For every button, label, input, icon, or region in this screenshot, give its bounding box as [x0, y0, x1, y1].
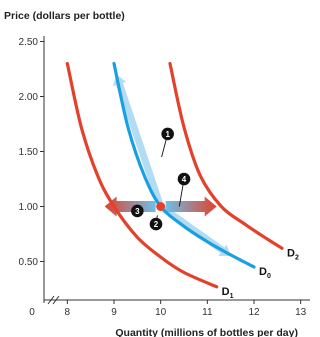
curve-label-subscript: 2 [295, 254, 299, 261]
x-tick-label: 9 [111, 307, 117, 318]
y-tick-label: 2.50 [19, 37, 39, 48]
demand-curves [65, 61, 284, 289]
x-axis-title: Quantity (millions of bottles per day) [115, 327, 298, 337]
axis-break-mark [47, 295, 55, 305]
axis-break-mark [52, 295, 60, 305]
x-tick-label: 11 [202, 307, 213, 318]
movement-along-curve-arrow [161, 205, 231, 256]
x-tick-label: 12 [248, 307, 260, 318]
x-tick-label: 10 [155, 307, 167, 318]
axes: 0.501.001.502.002.500 8 9 10 11 12 13 [19, 36, 310, 318]
curve-d2 [168, 61, 284, 250]
equilibrium-layer [156, 202, 166, 211]
step-badge-number: 3 [135, 207, 140, 216]
curve-d1 [65, 61, 219, 289]
y-tick-label: 1.50 [19, 147, 39, 158]
step-badge-number: 2 [154, 220, 159, 229]
step-badges: 1 2 3 4 [131, 127, 191, 231]
step-badge [161, 127, 174, 141]
x-tick-label: 8 [65, 307, 71, 318]
shift-right-arrow [165, 196, 217, 217]
y-tick-label: 1.00 [19, 202, 39, 213]
equilibrium-point [156, 202, 166, 211]
y-tick-label: 2.00 [19, 92, 39, 103]
curve-label-d0: D0 [259, 266, 271, 280]
curve-label-subscript: 1 [230, 293, 234, 300]
step-badge-number: 1 [165, 130, 170, 139]
curve-label-subscript: 0 [267, 273, 271, 280]
step-badge [149, 217, 163, 231]
y-axis-title: Price (dollars per bottle) [4, 10, 125, 22]
curve-label-d2: D2 [287, 247, 299, 261]
step-badge-number: 4 [182, 175, 187, 184]
curve-label-letter: D [259, 266, 267, 278]
x-tick-label: 0 [29, 307, 35, 318]
step-badge [177, 172, 191, 186]
step-badge [131, 204, 144, 218]
curve-label-letter: D [222, 286, 230, 298]
curve-d0 [112, 61, 256, 269]
curve-label-d1: D1 [222, 286, 234, 300]
curve-label-letter: D [287, 247, 295, 259]
movement-arrows [104, 74, 231, 256]
x-tick-label: 13 [295, 307, 307, 318]
y-tick-label: 0.50 [19, 257, 39, 268]
movement-along-curve-arrow [112, 74, 163, 204]
